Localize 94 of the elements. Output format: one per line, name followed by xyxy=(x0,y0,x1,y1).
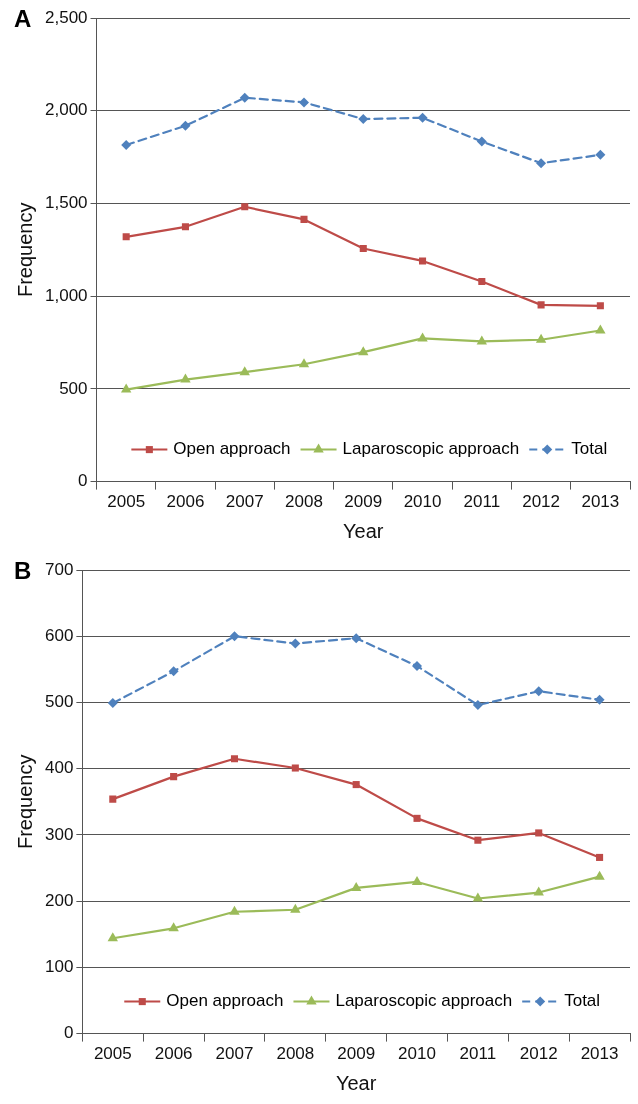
x-tick-label: 2007 xyxy=(215,1044,254,1064)
x-tick-label: 2005 xyxy=(107,492,146,512)
point xyxy=(537,301,545,309)
y-tick-label: 1,500 xyxy=(44,193,88,213)
x-tick-label: 2011 xyxy=(463,492,501,512)
legend-label: Total xyxy=(571,439,608,459)
y-tick-label: 0 xyxy=(78,471,88,491)
point xyxy=(594,694,605,705)
point xyxy=(239,92,250,103)
point xyxy=(299,97,309,108)
point xyxy=(417,112,428,123)
point xyxy=(351,633,362,644)
point xyxy=(180,373,191,383)
point xyxy=(596,302,604,310)
point xyxy=(413,814,421,822)
chart-title: A xyxy=(14,4,32,32)
y-tick-label: 700 xyxy=(44,559,74,579)
x-tick-label: 2013 xyxy=(581,492,620,512)
x-tick-label: 2009 xyxy=(344,492,383,512)
x-tick-label: 2011 xyxy=(459,1044,497,1064)
x-tick-label: 2006 xyxy=(166,492,205,512)
x-tick-label: 2008 xyxy=(285,492,323,512)
x-tick-label: 2012 xyxy=(522,492,560,512)
point xyxy=(474,836,482,844)
legend-label: Total xyxy=(564,991,601,1011)
point xyxy=(241,203,249,211)
y-tick-label: 2,000 xyxy=(44,100,88,120)
x-tick-label: 2007 xyxy=(225,492,264,512)
point xyxy=(107,698,118,709)
point xyxy=(595,149,606,160)
x-tick-label: 2012 xyxy=(519,1044,558,1064)
point xyxy=(180,120,191,131)
x-tick-label: 2006 xyxy=(154,1044,193,1064)
point xyxy=(290,903,301,913)
point xyxy=(290,638,301,649)
x-tick-label: 2010 xyxy=(403,492,442,512)
point xyxy=(109,795,117,803)
y-tick-label: 500 xyxy=(59,378,88,398)
point xyxy=(352,781,360,789)
y-tick-label: 300 xyxy=(44,824,74,844)
y-tick-label: 100 xyxy=(44,957,74,977)
point xyxy=(121,140,132,151)
x-axis-title: Year xyxy=(335,1071,377,1094)
point xyxy=(230,755,239,763)
legend-label: Laparoscopic approach xyxy=(342,439,520,459)
point xyxy=(536,158,547,169)
point xyxy=(411,875,423,885)
y-tick-label: 200 xyxy=(44,890,74,910)
y-axis-title: Frequency xyxy=(13,202,36,298)
x-tick-label: 2008 xyxy=(276,1044,315,1064)
point xyxy=(472,700,483,711)
legend-label: Open approach xyxy=(173,439,291,459)
point xyxy=(168,666,179,677)
point xyxy=(300,215,308,223)
point xyxy=(412,661,423,672)
x-axis-title: Year xyxy=(343,519,384,542)
point xyxy=(181,223,189,231)
point xyxy=(358,346,369,356)
point xyxy=(107,932,118,942)
y-tick-label: 600 xyxy=(44,625,74,645)
chart-title: B xyxy=(14,556,32,584)
point xyxy=(170,773,178,781)
point xyxy=(476,136,487,147)
point xyxy=(419,257,427,265)
legend-label: Laparoscopic approach xyxy=(335,991,513,1011)
legend-label: Open approach xyxy=(166,991,284,1011)
y-tick-label: 400 xyxy=(44,758,74,778)
point xyxy=(120,383,132,393)
point xyxy=(417,332,428,342)
point xyxy=(291,764,299,772)
point xyxy=(350,881,362,891)
point xyxy=(229,905,240,915)
x-tick-label: 2013 xyxy=(580,1044,619,1064)
point xyxy=(229,631,240,642)
point xyxy=(533,686,544,697)
point xyxy=(359,244,367,253)
y-tick-label: 0 xyxy=(63,1023,74,1043)
point xyxy=(168,922,179,932)
x-tick-label: 2010 xyxy=(398,1044,436,1064)
y-tick-label: 1,000 xyxy=(44,285,88,305)
point xyxy=(533,886,544,896)
point xyxy=(478,277,486,286)
point xyxy=(596,853,604,861)
point xyxy=(535,829,543,837)
point xyxy=(239,366,250,376)
point xyxy=(122,233,130,241)
x-tick-label: 2009 xyxy=(337,1044,376,1064)
point xyxy=(535,333,547,343)
point xyxy=(298,358,310,368)
x-tick-label: 2005 xyxy=(93,1044,132,1064)
y-tick-label: 500 xyxy=(44,692,74,712)
y-axis-title: Frequency xyxy=(13,754,36,850)
y-tick-label: 2,500 xyxy=(44,7,88,27)
point xyxy=(594,870,605,880)
